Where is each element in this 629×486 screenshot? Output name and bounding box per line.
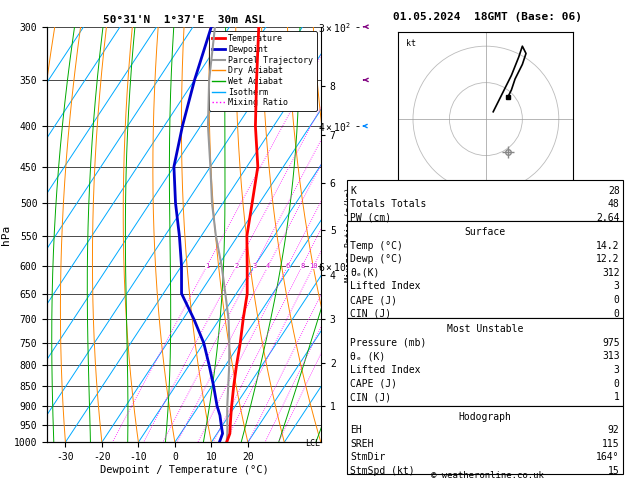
Text: 0: 0 (614, 309, 620, 319)
Text: Pressure (mb): Pressure (mb) (350, 338, 426, 348)
Text: 48: 48 (608, 199, 620, 209)
Text: 3: 3 (614, 281, 620, 292)
Text: CAPE (J): CAPE (J) (350, 295, 398, 305)
Text: Mixing Ratio (g/kg): Mixing Ratio (g/kg) (345, 187, 353, 282)
Text: 12.2: 12.2 (596, 254, 620, 264)
Text: Lifted Index: Lifted Index (350, 281, 421, 292)
Y-axis label: km
ASL: km ASL (347, 224, 364, 245)
X-axis label: Dewpoint / Temperature (°C): Dewpoint / Temperature (°C) (99, 465, 269, 475)
Text: θₑ (K): θₑ (K) (350, 351, 386, 362)
Text: 01.05.2024  18GMT (Base: 06): 01.05.2024 18GMT (Base: 06) (393, 12, 582, 22)
Text: 2.64: 2.64 (596, 213, 620, 223)
Text: 3: 3 (252, 263, 257, 269)
Text: 115: 115 (602, 439, 620, 449)
Text: 28: 28 (608, 186, 620, 196)
Text: CIN (J): CIN (J) (350, 392, 391, 402)
Text: © weatheronline.co.uk: © weatheronline.co.uk (431, 471, 544, 480)
Text: Totals Totals: Totals Totals (350, 199, 426, 209)
Text: LCL: LCL (304, 439, 320, 448)
Text: EH: EH (350, 425, 362, 435)
Text: Temp (°C): Temp (°C) (350, 241, 403, 251)
Text: 92: 92 (608, 425, 620, 435)
Text: 10: 10 (309, 263, 318, 269)
Text: 8: 8 (300, 263, 304, 269)
Text: 312: 312 (602, 268, 620, 278)
Y-axis label: hPa: hPa (1, 225, 11, 244)
Text: 975: 975 (602, 338, 620, 348)
Text: StmDir: StmDir (350, 452, 386, 463)
Text: 164°: 164° (596, 452, 620, 463)
Text: SREH: SREH (350, 439, 374, 449)
Text: 15: 15 (608, 466, 620, 476)
Text: 0: 0 (614, 379, 620, 389)
Text: Surface: Surface (464, 227, 506, 237)
Text: 1: 1 (614, 392, 620, 402)
Text: θₑ(K): θₑ(K) (350, 268, 380, 278)
Text: StmSpd (kt): StmSpd (kt) (350, 466, 415, 476)
Title: 50°31'N  1°37'E  30m ASL: 50°31'N 1°37'E 30m ASL (103, 15, 265, 25)
Text: Hodograph: Hodograph (459, 412, 511, 422)
Text: Most Unstable: Most Unstable (447, 324, 523, 334)
Text: CAPE (J): CAPE (J) (350, 379, 398, 389)
Text: Lifted Index: Lifted Index (350, 365, 421, 375)
Text: kt: kt (406, 39, 416, 48)
Text: 4: 4 (266, 263, 270, 269)
Text: 14.2: 14.2 (596, 241, 620, 251)
Text: 3: 3 (614, 365, 620, 375)
Text: CIN (J): CIN (J) (350, 309, 391, 319)
Legend: Temperature, Dewpoint, Parcel Trajectory, Dry Adiabat, Wet Adiabat, Isotherm, Mi: Temperature, Dewpoint, Parcel Trajectory… (209, 31, 316, 110)
Text: Dewp (°C): Dewp (°C) (350, 254, 403, 264)
Text: 6: 6 (286, 263, 290, 269)
Text: 1: 1 (204, 263, 209, 269)
Text: 313: 313 (602, 351, 620, 362)
Text: PW (cm): PW (cm) (350, 213, 391, 223)
Text: 2: 2 (234, 263, 238, 269)
Text: K: K (350, 186, 356, 196)
Text: 0: 0 (614, 295, 620, 305)
